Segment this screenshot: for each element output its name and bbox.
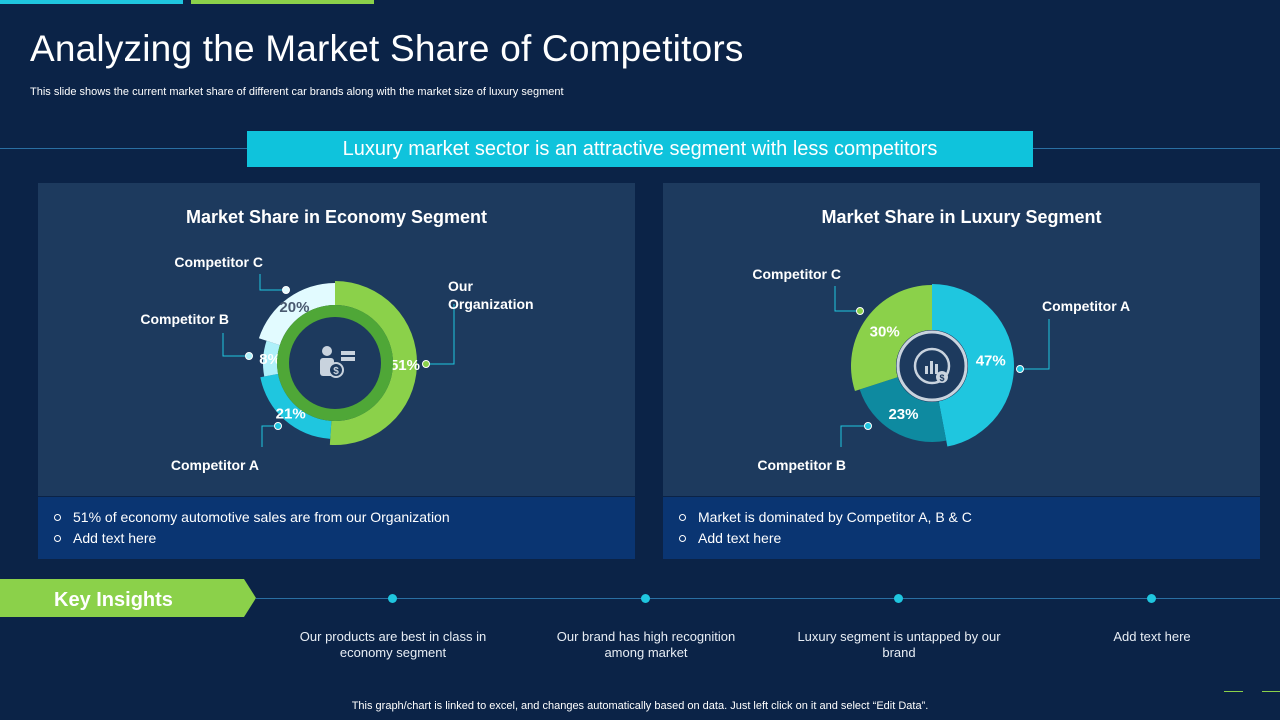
leader-line bbox=[1020, 319, 1050, 370]
timeline-dot bbox=[1147, 594, 1156, 603]
highlight-banner: Luxury market sector is an attractive se… bbox=[247, 131, 1033, 167]
luxury-note-item: Market is dominated by Competitor A, B &… bbox=[679, 507, 1260, 528]
timeline-dot bbox=[388, 594, 397, 603]
insight-text: Our brand has high recognition among mar… bbox=[556, 629, 736, 660]
circle-bullet-icon bbox=[679, 535, 686, 542]
person-head bbox=[322, 346, 332, 356]
luxury-note-item: Add text here bbox=[679, 528, 1260, 549]
slice-value-label: 23% bbox=[888, 406, 918, 423]
corner-accent bbox=[1262, 691, 1280, 692]
slice-value-label: 51% bbox=[390, 357, 420, 374]
insight-text: Luxury segment is untapped by our brand bbox=[797, 629, 1001, 660]
economy-notes: 51% of economy automotive sales are from… bbox=[38, 497, 635, 559]
bar-mark bbox=[925, 366, 928, 374]
slice-competitor-c bbox=[258, 283, 335, 346]
footer-note: This graph/chart is linked to excel, and… bbox=[351, 700, 929, 712]
bar-mark bbox=[930, 361, 933, 374]
circle-bullet-icon bbox=[679, 514, 686, 521]
insight-text: Add text here bbox=[1113, 629, 1191, 644]
economy-note-item: 51% of economy automotive sales are from… bbox=[54, 507, 635, 528]
leader-dot bbox=[864, 422, 872, 430]
luxury-donut-chart: 47% 23% 30% Competitor A Competitor B Competi… bbox=[752, 266, 1130, 473]
leader-line bbox=[426, 304, 455, 365]
slice-competitor-b bbox=[263, 340, 280, 377]
category-label: Organization bbox=[448, 296, 534, 312]
category-label: Competitor C bbox=[752, 266, 841, 282]
leader-line bbox=[222, 333, 249, 357]
slice-competitor-b bbox=[859, 377, 947, 442]
leader-dot bbox=[1016, 365, 1024, 373]
leader-line bbox=[259, 274, 286, 291]
bar-mark bbox=[935, 364, 938, 374]
economy-donut-chart: 51% 21% 8% 20% Our Organization Competitor A Co… bbox=[140, 254, 534, 473]
corner-accent bbox=[1224, 691, 1243, 692]
category-label: Competitor B bbox=[140, 311, 229, 327]
chart-dollar-icon: $ bbox=[896, 330, 968, 402]
timeline-dot bbox=[641, 594, 650, 603]
gauge-inner bbox=[913, 347, 951, 385]
slide-subtitle: This slide shows the current market shar… bbox=[30, 86, 564, 98]
timeline-line bbox=[256, 598, 1280, 599]
category-label: Competitor C bbox=[174, 254, 263, 270]
coin-stack bbox=[341, 357, 355, 361]
dollar-sign: $ bbox=[333, 366, 339, 377]
economy-note-item: Add text here bbox=[54, 528, 635, 549]
leader-dot bbox=[422, 360, 430, 368]
slice-value-label: 30% bbox=[870, 324, 900, 341]
leader-line bbox=[834, 286, 860, 312]
leader-dot bbox=[274, 422, 282, 430]
luxury-chart-panel: Market Share in Luxury Segment 47% 23% 30%… bbox=[663, 183, 1260, 496]
circle-bullet-icon bbox=[54, 514, 61, 521]
leader-dot bbox=[856, 307, 864, 315]
economy-chart-panel: Market Share in Economy Segment 51% 21% 8%… bbox=[38, 183, 635, 496]
luxury-chart-title: Market Share in Luxury Segment bbox=[821, 207, 1102, 227]
slice-value-label: 20% bbox=[279, 299, 309, 316]
dollar-coin bbox=[328, 362, 344, 378]
category-label: Competitor B bbox=[757, 457, 846, 473]
timeline-dot bbox=[894, 594, 903, 603]
leader-dot bbox=[282, 286, 290, 294]
slice-value-label: 8% bbox=[259, 351, 281, 368]
circle-bullet-icon bbox=[54, 535, 61, 542]
slice-competitor-a bbox=[932, 284, 1014, 447]
coin-stack bbox=[341, 351, 355, 355]
dollar-sign: $ bbox=[939, 373, 944, 383]
slice-value-label: 47% bbox=[976, 352, 1006, 369]
category-label: Our bbox=[448, 278, 473, 294]
leader-dot bbox=[245, 352, 253, 360]
luxury-notes: Market is dominated by Competitor A, B &… bbox=[663, 497, 1260, 559]
slice-our-organization bbox=[329, 281, 418, 445]
key-insights-tab bbox=[0, 579, 256, 617]
economy-chart-title: Market Share in Economy Segment bbox=[185, 207, 488, 227]
leader-line bbox=[261, 425, 278, 447]
key-insights-label: Key Insights bbox=[54, 589, 173, 611]
dollar-coin bbox=[936, 371, 948, 383]
insight-text: Our products are best in class in econom… bbox=[299, 629, 487, 660]
slice-value-label: 21% bbox=[276, 405, 306, 422]
slice-competitor-c bbox=[851, 285, 932, 392]
category-label: Competitor A bbox=[171, 457, 259, 473]
leader-line bbox=[840, 425, 868, 447]
slide-title: Analyzing the Market Share of Competitor… bbox=[30, 28, 744, 69]
top-accent-bar-green bbox=[191, 0, 374, 4]
category-label: Competitor A bbox=[1042, 298, 1130, 314]
money-person-icon: $ bbox=[320, 346, 355, 378]
slice-competitor-a bbox=[260, 373, 332, 439]
top-accent-bar-cyan bbox=[0, 0, 183, 4]
